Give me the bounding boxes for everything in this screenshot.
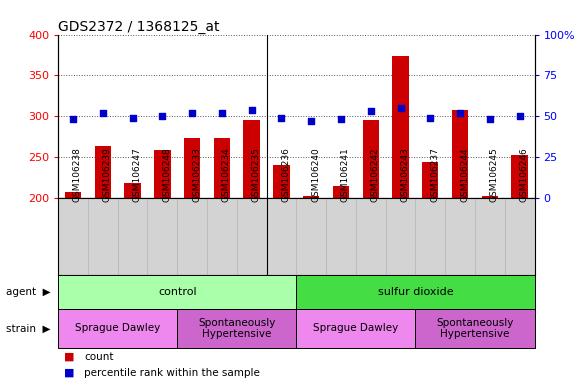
Text: GSM106247: GSM106247 (132, 147, 142, 202)
Bar (452, 111, 468, 198)
Bar (303, 196, 320, 198)
Text: strain  ▶: strain ▶ (6, 323, 51, 333)
Text: ■: ■ (64, 352, 74, 362)
Point (277, 115, 286, 121)
Bar (273, 165, 289, 198)
Point (515, 113, 524, 119)
Text: Spontaneously
Hypertensive: Spontaneously Hypertensive (436, 318, 514, 339)
Bar (95, 146, 111, 198)
Text: GSM106241: GSM106241 (341, 147, 350, 202)
Bar (58, 275, 296, 309)
Bar (415, 309, 535, 348)
Text: GSM106234: GSM106234 (222, 147, 231, 202)
Point (456, 110, 465, 116)
Bar (363, 120, 379, 198)
Text: GSM106239: GSM106239 (103, 147, 112, 202)
Text: percentile rank within the sample: percentile rank within the sample (84, 368, 260, 378)
Point (188, 110, 197, 116)
Bar (124, 183, 141, 198)
Bar (243, 120, 260, 198)
Bar (58, 309, 177, 348)
Bar (65, 192, 81, 198)
Point (217, 110, 227, 116)
Point (128, 115, 137, 121)
Point (157, 113, 167, 119)
Text: sulfur dioxide: sulfur dioxide (378, 287, 453, 297)
Text: GSM106236: GSM106236 (281, 147, 290, 202)
Bar (154, 150, 170, 198)
Point (336, 116, 346, 122)
Bar (333, 185, 349, 198)
Text: ■: ■ (64, 368, 74, 378)
Text: control: control (158, 287, 196, 297)
Text: GSM106240: GSM106240 (311, 147, 320, 202)
Text: GSM106243: GSM106243 (400, 147, 410, 202)
Bar (184, 138, 200, 198)
Point (247, 107, 256, 113)
Point (396, 105, 405, 111)
Text: Sprague Dawley: Sprague Dawley (75, 323, 160, 333)
Text: Spontaneously
Hypertensive: Spontaneously Hypertensive (198, 318, 275, 339)
Point (485, 116, 494, 122)
Text: Sprague Dawley: Sprague Dawley (313, 323, 399, 333)
Text: GSM106242: GSM106242 (371, 147, 380, 202)
Point (307, 118, 316, 124)
Text: GSM106246: GSM106246 (519, 147, 529, 202)
Text: GSM106248: GSM106248 (162, 147, 171, 202)
Text: GSM106237: GSM106237 (431, 147, 439, 202)
Point (426, 115, 435, 121)
Bar (214, 138, 230, 198)
Bar (511, 154, 528, 198)
Point (366, 108, 375, 114)
Text: agent  ▶: agent ▶ (6, 287, 51, 297)
Text: count: count (84, 352, 114, 362)
Text: GSM106233: GSM106233 (192, 147, 201, 202)
Bar (422, 162, 439, 198)
Bar (482, 196, 498, 198)
Bar (296, 275, 535, 309)
Bar (177, 309, 296, 348)
Text: GSM106238: GSM106238 (73, 147, 82, 202)
Text: GSM106244: GSM106244 (460, 147, 469, 202)
Text: GSM106245: GSM106245 (490, 147, 499, 202)
Bar (392, 56, 408, 198)
Text: GSM106235: GSM106235 (252, 147, 261, 202)
Point (98, 110, 107, 116)
Bar (296, 309, 415, 348)
Point (69, 116, 78, 122)
Text: GDS2372 / 1368125_at: GDS2372 / 1368125_at (58, 20, 220, 33)
